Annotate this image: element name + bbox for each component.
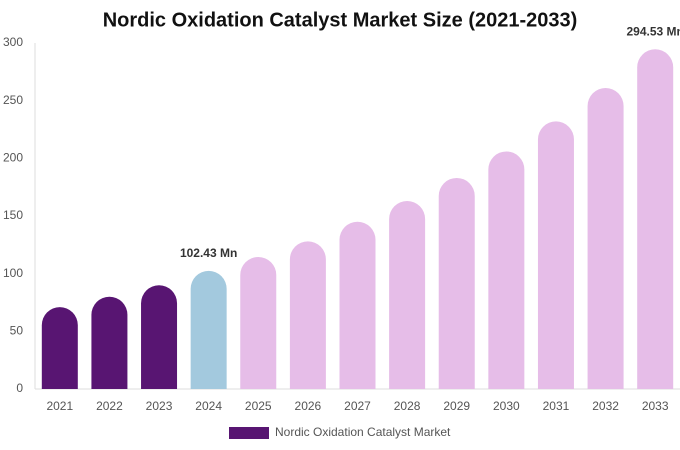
bar — [339, 221, 376, 389]
bar — [389, 201, 426, 389]
bar — [289, 241, 326, 389]
y-tick-label: 250 — [3, 93, 23, 107]
x-tick-label: 2030 — [493, 399, 520, 413]
bar — [91, 296, 128, 389]
y-tick-label: 0 — [16, 381, 23, 395]
chart-title: Nordic Oxidation Catalyst Market Size (2… — [103, 9, 578, 31]
value-label: 294.53 Mn — [627, 24, 680, 38]
y-tick-label: 100 — [3, 266, 23, 280]
x-tick-label: 2021 — [46, 399, 73, 413]
x-tick-label: 2033 — [642, 399, 669, 413]
y-tick-label: 150 — [3, 208, 23, 222]
y-tick-label: 300 — [3, 35, 23, 49]
bar — [637, 49, 674, 390]
bar — [41, 307, 78, 389]
bar — [488, 151, 525, 389]
legend-swatch — [229, 427, 269, 439]
bar — [438, 177, 475, 389]
value-label: 102.43 Mn — [180, 246, 237, 260]
x-tick-label: 2027 — [344, 399, 371, 413]
x-tick-label: 2026 — [295, 399, 322, 413]
x-tick-label: 2024 — [195, 399, 222, 413]
x-tick-label: 2028 — [394, 399, 421, 413]
legend-label: Nordic Oxidation Catalyst Market — [275, 425, 451, 439]
bar — [240, 256, 277, 389]
x-tick-label: 2031 — [543, 399, 570, 413]
bar — [141, 285, 178, 389]
y-tick-label: 50 — [10, 324, 24, 338]
x-tick-label: 2032 — [592, 399, 619, 413]
bar — [190, 270, 227, 389]
x-tick-label: 2025 — [245, 399, 272, 413]
bar — [537, 121, 574, 389]
x-tick-label: 2022 — [96, 399, 123, 413]
bar — [587, 87, 624, 389]
x-tick-label: 2023 — [146, 399, 173, 413]
y-tick-label: 200 — [3, 151, 23, 165]
x-tick-label: 2029 — [443, 399, 470, 413]
